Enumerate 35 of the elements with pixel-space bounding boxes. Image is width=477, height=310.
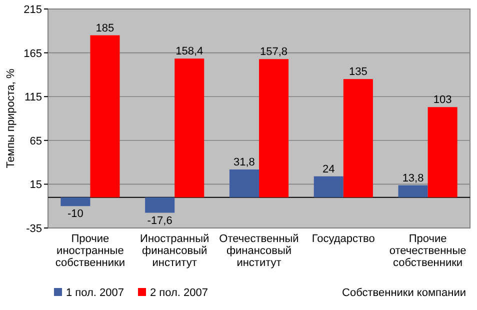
data-label: 135 (348, 66, 368, 78)
bar (60, 197, 90, 206)
data-label: -17,6 (147, 214, 172, 227)
y-tick-label: 215 (24, 4, 42, 16)
x-tick-label: Государство (312, 233, 375, 245)
data-label: 158,4 (176, 46, 204, 58)
data-label: 157,8 (260, 46, 288, 58)
bar (229, 169, 259, 198)
x-tick-label: Прочие иностранные собственники (55, 233, 125, 269)
y-tick-label: 165 (24, 48, 42, 60)
bar (398, 185, 428, 198)
data-label: -10 (67, 208, 84, 220)
x-tick-label: Иностранный финансовый институт (140, 233, 210, 269)
bar (428, 107, 458, 198)
y-tick-label: -35 (26, 223, 42, 235)
bar (259, 59, 289, 198)
bar (314, 176, 344, 198)
x-axis-title: Собственники компании (342, 287, 466, 299)
y-axis-title: Темпы прироста, % (5, 68, 17, 168)
data-label: 31,8 (234, 156, 255, 168)
y-tick-label: 15 (30, 179, 42, 192)
legend-label: 2 пол. 2007 (150, 287, 208, 299)
data-label: 185 (96, 22, 114, 34)
data-label: 103 (433, 94, 452, 106)
data-label: 13,8 (402, 172, 424, 184)
bar (90, 35, 120, 198)
bar (145, 197, 175, 213)
y-tick-label: 65 (30, 135, 42, 148)
y-tick-label: 115 (24, 92, 42, 104)
x-tick-label: Отечественный финансовый институт (219, 233, 299, 269)
x-tick-label: Прочие отечественные собственники (389, 233, 466, 269)
data-label: 24 (322, 163, 335, 176)
bar (174, 58, 204, 198)
bar (343, 79, 373, 198)
legend-label: 1 пол. 2007 (66, 287, 124, 299)
